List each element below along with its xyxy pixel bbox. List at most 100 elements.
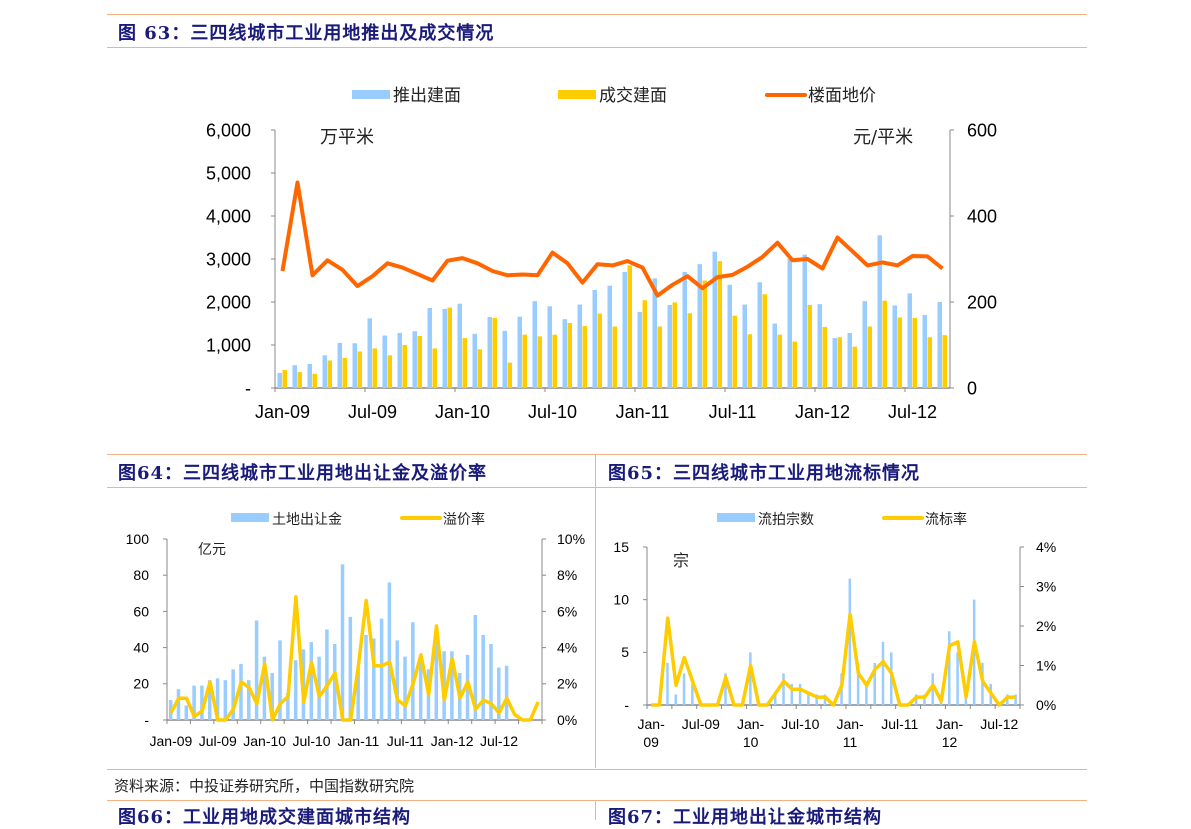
bar (948, 631, 951, 705)
x-tick-label: Jul-09 (682, 716, 720, 732)
bar (532, 301, 537, 388)
bar (777, 334, 782, 388)
bar (412, 331, 417, 388)
bar (477, 349, 482, 388)
bar (1014, 694, 1017, 705)
bar (465, 654, 470, 720)
bar (597, 313, 602, 388)
bar (372, 638, 376, 720)
left-tick-label: - (245, 378, 251, 398)
bar (747, 334, 752, 388)
left-tick-label: 5 (621, 644, 629, 660)
legend-swatch-0 (352, 90, 390, 99)
bar (923, 694, 926, 705)
bar (325, 629, 329, 720)
bar (832, 338, 837, 388)
bar (286, 692, 290, 720)
fig66-title: 图66：工业用地成交建面城市结构 (118, 807, 412, 828)
x-tick-label: Jan-10 (435, 402, 490, 422)
bar (231, 669, 235, 720)
bar (792, 341, 797, 388)
bar (892, 305, 897, 388)
bar (823, 694, 827, 705)
bar (497, 667, 501, 720)
bar (762, 294, 767, 388)
fig63-top-rule (107, 14, 1087, 15)
left-unit-label: 宗 (673, 551, 689, 570)
right-tick-label: 1% (1036, 657, 1056, 673)
bar (395, 640, 399, 720)
right-tick-label: 4% (557, 640, 577, 656)
left-tick-label: 2,000 (206, 292, 251, 312)
legend-label-0: 土地出让金 (272, 512, 342, 528)
right-tick-label: 200 (967, 292, 997, 312)
left-tick-label: 3,000 (206, 249, 251, 269)
right-tick-label: 2% (557, 676, 577, 692)
bar (432, 348, 437, 388)
right-tick-label: 3% (1036, 578, 1056, 594)
bar (931, 673, 934, 705)
left-tick-label: - (144, 712, 149, 728)
bar (881, 641, 885, 705)
x-tick-label: Jan-12 (795, 402, 850, 422)
right-tick-label: 2% (1036, 618, 1056, 634)
bar (749, 652, 752, 705)
bar (502, 330, 507, 388)
fig65-chart: 流拍宗数 流标率 - 5 10 15 0% 1% 2% 3% 4% 宗 Jan- 09 Jul-09 Jan-… (613, 511, 1056, 750)
x-tick-label: Jul-10 (292, 733, 330, 749)
left-tick-label: 5,000 (206, 163, 251, 183)
bar (457, 303, 462, 388)
bar (292, 365, 297, 388)
bar (547, 306, 552, 388)
bar (666, 662, 669, 705)
x-tick-label: Jan- (936, 716, 964, 732)
bar (492, 317, 497, 388)
bar (332, 643, 337, 720)
x-tick-label: Jan-12 (431, 733, 474, 749)
left-unit-label: 亿元 (198, 542, 226, 558)
left-tick-label: 6,000 (206, 120, 251, 140)
bar (387, 355, 392, 388)
bar (697, 264, 702, 388)
bar (462, 338, 467, 388)
left-tick-label: - (624, 697, 629, 713)
bar (254, 620, 259, 720)
right-tick-label: 10% (557, 531, 585, 547)
bar (612, 326, 617, 388)
bar (176, 689, 181, 720)
bar (562, 319, 567, 388)
legend-label-1: 成交建面 (599, 86, 667, 106)
line-series (169, 595, 540, 722)
bar (418, 658, 423, 720)
fig63-bottom-rule (107, 47, 1087, 48)
bar (672, 302, 677, 388)
bar (307, 363, 312, 388)
bar (367, 318, 372, 388)
bar (342, 357, 347, 388)
bar (247, 680, 251, 720)
right-tick-label: 400 (967, 206, 997, 226)
bar (327, 360, 332, 388)
bar (815, 694, 818, 705)
bar (184, 705, 189, 720)
bar (724, 673, 727, 705)
bar (277, 372, 282, 388)
bar (379, 618, 384, 720)
bar (522, 334, 527, 388)
bar (637, 311, 642, 388)
fig64-title: 图64：三四线城市工业用地出让金及溢价率 (118, 463, 488, 484)
bar (582, 326, 587, 388)
bar (652, 278, 657, 388)
bar (223, 680, 228, 720)
bar (322, 355, 327, 388)
bar (487, 317, 492, 388)
legend-swatch-0 (717, 513, 755, 522)
left-tick-label: 1,000 (206, 335, 251, 355)
bar (687, 313, 692, 388)
bar (427, 308, 432, 388)
x-tick-label: Jul-10 (781, 716, 819, 732)
x-tick-label: Jul-11 (709, 402, 757, 422)
legend-swatch-1 (558, 90, 596, 99)
bar (278, 640, 282, 720)
bar (937, 302, 942, 388)
